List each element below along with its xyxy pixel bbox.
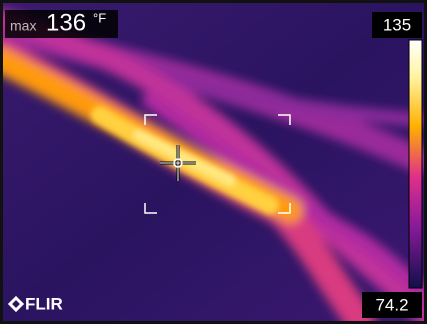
scale-min: 74.2 [375,295,408,314]
readout-label: max [10,18,36,34]
thermal-screen: max 136 °F 135 74.2 FLIR [0,0,427,324]
readout-value: 136 [46,9,86,36]
scale-max: 135 [383,15,411,34]
color-scale [409,40,422,288]
readout-unit: °F [93,10,106,25]
thermal-image [0,3,427,321]
logo-text: FLIR [25,294,63,313]
